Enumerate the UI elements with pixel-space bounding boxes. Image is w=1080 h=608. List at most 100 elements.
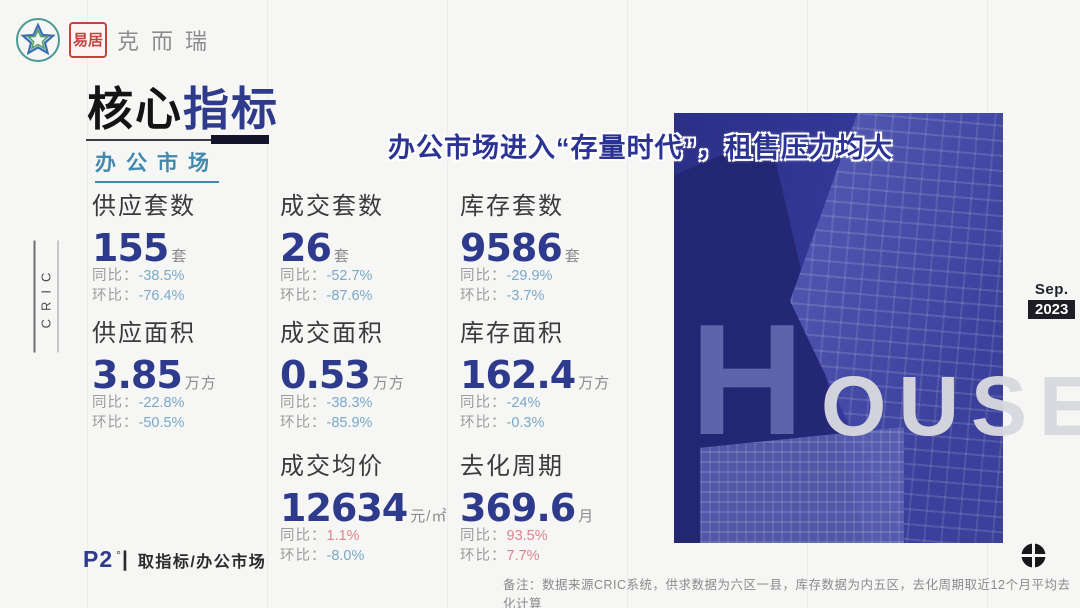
building-photo (674, 113, 1003, 543)
metric-value: 155 (92, 226, 169, 270)
metric-card-supply-area: 供应面积 3.85 万方 同比：-22.8% 环比：-50.5% (92, 313, 272, 432)
registration-mark-icon (1020, 542, 1047, 569)
title-part-black: 核心 (87, 83, 183, 135)
yoy-value: -52.7% (326, 268, 373, 285)
page-number: P2 (83, 546, 114, 572)
mom-value: 7.7% (506, 547, 540, 564)
metric-mom-row: 环比：-50.5% (92, 415, 272, 432)
metric-unit: 套 (171, 247, 188, 265)
footer-section-label: 取指标/办公市场 (137, 553, 267, 571)
mom-value: -85.9% (326, 414, 373, 431)
mom-label: 环比： (280, 414, 327, 431)
metric-value-row: 9586 套 (460, 226, 640, 270)
metric-card-inventory-area: 库存面积 162.4 万方 同比：-24% 环比：-0.3% (460, 313, 640, 432)
yoy-label: 同比： (460, 528, 507, 545)
photo-base-building (700, 426, 905, 543)
metric-unit: 万方 (184, 374, 217, 392)
watermark-ouse: OUSE (821, 359, 1080, 453)
metric-unit: 万方 (372, 374, 405, 392)
page-footer: P2 ° | 取指标/办公市场 (83, 546, 266, 573)
date-year: 2023 (1028, 300, 1076, 319)
metric-unit: 套 (564, 247, 581, 265)
cric-vertical-label: CRIC (33, 240, 59, 353)
mom-label: 环比： (460, 547, 507, 564)
metric-value: 12634 (280, 486, 408, 530)
metric-label: 供应套数 (92, 193, 196, 220)
metric-mom-row: 环比：-87.6% (280, 288, 460, 305)
metric-label: 成交均价 (280, 453, 384, 480)
yoy-label: 同比： (280, 528, 327, 545)
yoy-label: 同比： (460, 268, 507, 285)
metric-label: 成交套数 (280, 193, 384, 220)
mom-label: 环比： (92, 287, 139, 304)
yoy-value: -22.8% (138, 395, 185, 412)
yoy-label: 同比： (280, 268, 327, 285)
mom-label: 环比： (280, 287, 327, 304)
market-subtitle: 办公市场 (95, 147, 219, 183)
metric-yoy-row: 同比：-29.9% (460, 268, 640, 285)
metric-value-row: 162.4 万方 (460, 353, 640, 397)
brand-header: 易居 克而瑞 (15, 17, 219, 63)
metric-value-row: 0.53 万方 (280, 353, 460, 397)
metric-yoy-row: 同比：-38.3% (280, 395, 460, 412)
mom-value: -3.7% (506, 287, 545, 304)
mom-value: -0.3% (506, 414, 545, 431)
yoy-label: 同比： (92, 268, 139, 285)
metric-card-transaction-area: 成交面积 0.53 万方 同比：-38.3% 环比：-85.9% (280, 313, 460, 432)
metric-value: 0.53 (280, 353, 371, 397)
metric-mom-row: 环比：-76.4% (92, 288, 272, 305)
page-title: 核心指标 (87, 86, 279, 132)
metric-mom-row: 环比：7.7% (460, 548, 640, 565)
star-badge-icon (16, 18, 60, 62)
mom-label: 环比： (280, 547, 327, 564)
metric-value-row: 12634 元/㎡ (280, 486, 460, 530)
title-part-blue: 指标 (183, 83, 279, 135)
mom-value: -87.6% (326, 287, 373, 304)
mom-value: -8.0% (326, 547, 365, 564)
yoy-value: -38.3% (326, 395, 373, 412)
metric-label: 库存套数 (460, 193, 564, 220)
metric-card-inventory-units: 库存套数 9586 套 同比：-29.9% 环比：-3.7% (460, 186, 640, 305)
yoy-value: -24% (506, 395, 541, 412)
mom-label: 环比： (92, 414, 139, 431)
metric-card-supply-units: 供应套数 155 套 同比：-38.5% 环比：-76.4% (92, 186, 272, 305)
metric-yoy-row: 同比：93.5% (460, 528, 640, 545)
metric-yoy-row: 同比：1.1% (280, 528, 460, 545)
metric-unit: 月 (578, 507, 595, 525)
metric-yoy-row: 同比：-24% (460, 395, 640, 412)
data-source-note: 备注：数据来源CRIC系统，供求数据为六区一县，库存数据为内五区，去化周期取近1… (503, 578, 1071, 608)
metric-value-row: 369.6 月 (460, 486, 640, 530)
metric-value-row: 155 套 (92, 226, 272, 270)
metric-unit: 套 (333, 247, 350, 265)
metric-label: 去化周期 (460, 453, 564, 480)
mom-value: -76.4% (138, 287, 185, 304)
metric-mom-row: 环比：-85.9% (280, 415, 460, 432)
metric-value: 369.6 (460, 486, 576, 530)
metric-card-absorption-period: 去化周期 369.6 月 同比：93.5% 环比：7.7% (460, 446, 640, 565)
seal-logo: 易居 (69, 22, 107, 58)
mom-label: 环比： (460, 287, 507, 304)
metric-value: 3.85 (92, 353, 183, 397)
yoy-value: 1.1% (326, 528, 360, 545)
date-badge: Sep. 2023 (1028, 281, 1076, 319)
yoy-value: 93.5% (506, 528, 548, 545)
metric-value: 9586 (460, 226, 563, 270)
metric-value: 162.4 (460, 353, 576, 397)
yoy-value: -38.5% (138, 268, 185, 285)
footer-separator: | (121, 547, 128, 571)
slide-headline: 办公市场进入“存量时代”，租售压力均大 (388, 133, 893, 163)
yoy-label: 同比： (460, 395, 507, 412)
title-underline-thick (211, 135, 269, 144)
metric-mom-row: 环比：-0.3% (460, 415, 640, 432)
metric-mom-row: 环比：-3.7% (460, 288, 640, 305)
metric-value-row: 3.85 万方 (92, 353, 272, 397)
metric-value-row: 26 套 (280, 229, 460, 267)
metric-card-transaction-units: 成交套数 26 套 同比：-52.7% 环比：-87.6% (280, 186, 460, 305)
mom-value: -50.5% (138, 414, 185, 431)
metric-label: 供应面积 (92, 320, 196, 347)
yoy-value: -29.9% (506, 268, 553, 285)
watermark-letter-h: H (690, 292, 805, 468)
brand-name: 克而瑞 (117, 29, 220, 54)
metric-unit: 元/㎡ (410, 507, 448, 525)
